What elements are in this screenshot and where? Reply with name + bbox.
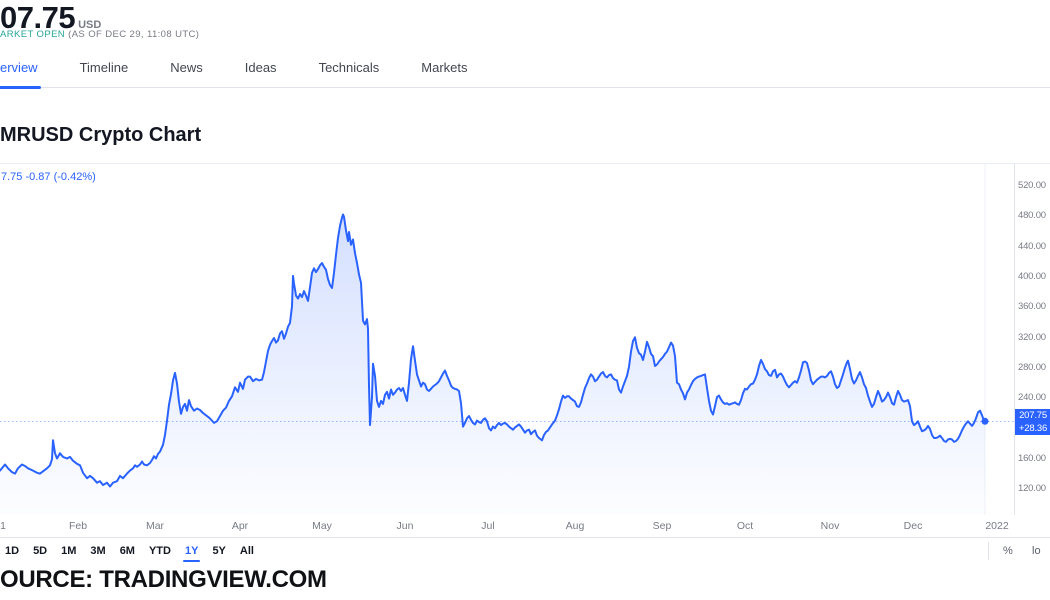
range-button-5d[interactable]: 5D [33, 545, 48, 557]
y-axis-label: 520.00 [1018, 180, 1046, 191]
market-status-row: ARKET OPEN (AS OF DEC 29, 11:08 UTC) [0, 29, 199, 40]
source-attribution: OURCE: TRADINGVIEW.COM [0, 566, 327, 593]
range-button-1d[interactable]: 1D [5, 545, 20, 557]
range-button-6m[interactable]: 6M [119, 545, 135, 557]
tab-erview[interactable]: erview [0, 60, 41, 89]
x-axis-label: Sep [652, 520, 672, 532]
x-axis-label: May [312, 520, 332, 532]
x-axis-label: Oct [736, 520, 754, 532]
tab-news[interactable]: News [170, 60, 203, 75]
range-button-1m[interactable]: 1M [61, 545, 77, 557]
y-axis-label: 280.00 [1018, 362, 1046, 373]
range-button-1y[interactable]: 1Y [180, 543, 203, 562]
tab-technicals[interactable]: Technicals [318, 60, 380, 75]
price-line [0, 213, 986, 488]
y-axis-label: 480.00 [1018, 210, 1046, 221]
y-axis-label: 320.00 [1018, 332, 1046, 343]
y-axis-label: 240.00 [1018, 392, 1046, 403]
date-range-toolbar: 1D 5D 1M 3M 6M YTD 1Y 5Y All [0, 543, 263, 562]
y-axis-label: 160.00 [1018, 453, 1046, 464]
status-timestamp: (AS OF DEC 29, 11:08 UTC) [68, 29, 200, 40]
last-price-dot [981, 417, 989, 425]
market-open-label: ARKET OPEN [0, 29, 66, 40]
percent-scale-button[interactable]: % [1003, 545, 1013, 557]
badge-price: 207.75 [1019, 410, 1047, 421]
range-button-3m[interactable]: 3M [90, 545, 106, 557]
tab-ideas[interactable]: Ideas [244, 60, 277, 75]
x-axis-label: Aug [565, 520, 585, 532]
page-title: MRUSD Crypto Chart [0, 124, 202, 146]
price-area-fill [0, 214, 985, 515]
range-button-ytd[interactable]: YTD [148, 545, 171, 557]
tab-timeline[interactable]: Timeline [79, 60, 129, 75]
range-button-all[interactable]: All [239, 545, 254, 557]
x-axis-label: Dec [903, 520, 923, 532]
toolbar-divider [988, 542, 989, 560]
axis-bottom-divider [0, 537, 1050, 538]
y-axis-label: 400.00 [1018, 271, 1046, 282]
x-axis-label: 2022 [985, 520, 1009, 532]
x-axis-label: Jun [396, 520, 414, 532]
currency-label: USD [78, 19, 102, 31]
log-scale-button[interactable]: lo [1032, 545, 1041, 557]
x-axis-label: 1 [0, 520, 6, 532]
price-axis[interactable]: 207.75 +28.36 520.00 480.00 440.00 400.00 36… [1014, 163, 1050, 515]
current-price: 07.75 [0, 0, 76, 35]
range-button-5y[interactable]: 5Y [212, 545, 226, 557]
x-axis-label: Apr [231, 520, 249, 532]
x-axis-label: Feb [68, 520, 88, 532]
x-axis-label: Nov [820, 520, 840, 532]
x-axis-label: Mar [145, 520, 165, 532]
x-axis-label: Jul [481, 520, 495, 532]
price-header: 07.75 USD [0, 0, 101, 36]
price-chart-plot[interactable] [0, 163, 1014, 515]
current-price-badge: 207.75 +28.36 [1015, 409, 1050, 435]
y-axis-label: 360.00 [1018, 301, 1046, 312]
tab-bar: erview Timeline News Ideas Technicals Markets [0, 60, 1050, 89]
y-axis-label: 120.00 [1018, 483, 1046, 494]
time-axis[interactable]: 1 Feb Mar Apr May Jun Jul Aug Sep Oct Nov Dec 2022 [0, 515, 1014, 537]
y-axis-label: 440.00 [1018, 241, 1046, 252]
chart-top-divider [0, 163, 1050, 164]
badge-change: +28.36 [1018, 423, 1048, 434]
tab-markets[interactable]: Markets [421, 60, 468, 75]
chart-legend: 7.75 -0.87 (-0.42%) [1, 171, 96, 183]
